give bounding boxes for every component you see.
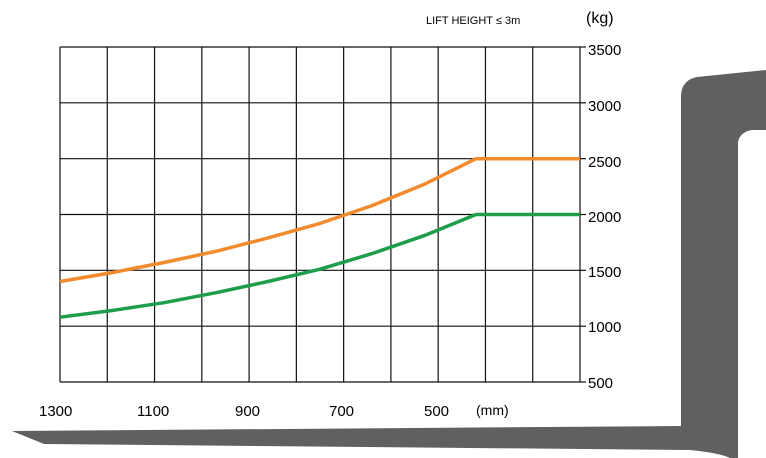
- fork-tine-cutout: [738, 130, 766, 458]
- y-tick-label: 500: [588, 375, 614, 392]
- y-tick-label: 2500: [588, 154, 622, 171]
- y-tick-label: 2000: [588, 209, 622, 226]
- y-tick-label: 3500: [588, 42, 622, 59]
- x-axis-unit: (mm): [476, 402, 509, 418]
- y-tick-label: 1000: [588, 319, 622, 336]
- y-tick-label: 1500: [588, 264, 622, 281]
- x-tick-label: 700: [329, 403, 355, 420]
- x-tick-label: 1300: [39, 403, 73, 420]
- lift-height-note: LIFT HEIGHT ≤ 3m: [426, 15, 521, 27]
- x-tick-label: 1100: [137, 403, 170, 420]
- forklift-fork-silhouette: [12, 70, 766, 458]
- capacity-line-green: [59, 212, 580, 319]
- x-tick-label: 900: [235, 403, 261, 420]
- y-tick-label: 3000: [588, 98, 622, 115]
- capacity-line-orange: [59, 156, 580, 284]
- y-axis-unit: (kg): [586, 10, 614, 27]
- x-tick-label: 500: [424, 403, 450, 420]
